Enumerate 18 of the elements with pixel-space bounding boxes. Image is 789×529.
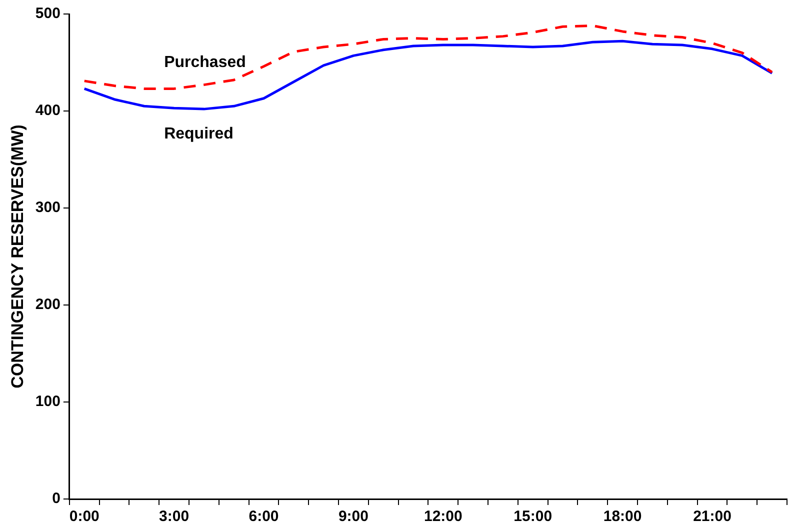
x-tick-label: 12:00: [424, 508, 462, 526]
y-tick-label: 400: [35, 102, 60, 120]
series-label: Required: [164, 125, 234, 142]
x-tick-label: 15:00: [514, 508, 552, 526]
y-tick-label: 0: [52, 490, 60, 508]
x-tick-label: 3:00: [159, 508, 190, 526]
line-series: [83, 24, 774, 90]
series-label: Purchased: [164, 54, 246, 72]
y-axis-title: CONTINGENCY RESERVES(MW): [8, 124, 27, 388]
x-tick-label: 18:00: [603, 508, 642, 526]
y-tick-label: 300: [35, 199, 60, 216]
x-tick-label: 0:00: [69, 508, 100, 526]
y-tick-label: 200: [35, 296, 60, 314]
y-tick-label: 100: [35, 393, 60, 410]
x-tick-label: 6:00: [248, 508, 279, 526]
x-tick-label: 21:00: [693, 508, 732, 526]
y-tick-label: 500: [35, 5, 60, 22]
x-tick-label: 9:00: [338, 508, 368, 526]
